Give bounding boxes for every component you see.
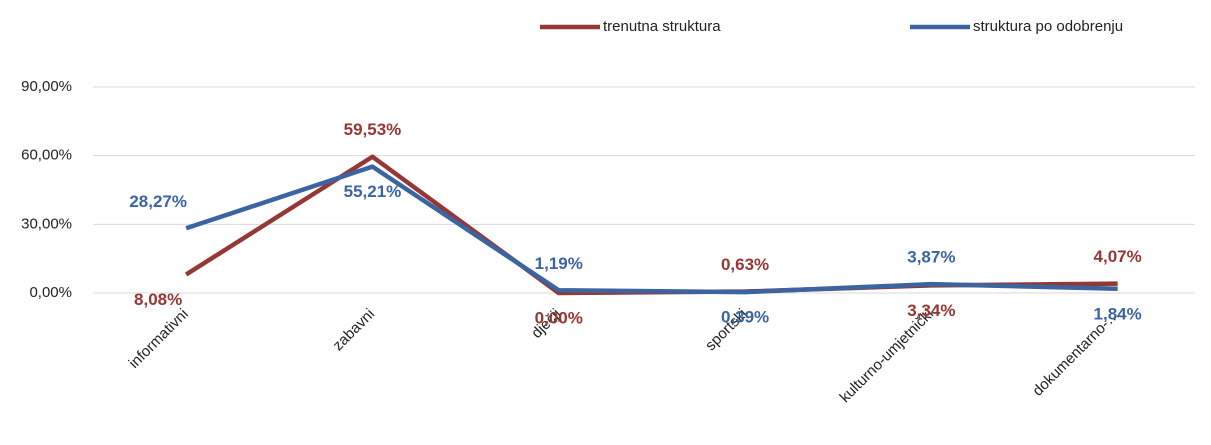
legend-label: struktura po odobrenju	[973, 18, 1123, 35]
data-label: 4,07%	[1094, 247, 1142, 266]
y-tick-label: 60,00%	[21, 147, 72, 164]
y-tick-label: 30,00%	[21, 215, 72, 232]
series-line	[184, 154, 1118, 296]
series-line	[185, 164, 1118, 295]
data-label: 3,87%	[907, 248, 955, 267]
y-tick-label: 0,00%	[29, 284, 72, 301]
data-label: 1,84%	[1094, 304, 1142, 323]
data-label: 28,27%	[129, 192, 187, 211]
data-label: 0,63%	[721, 255, 769, 274]
data-label: 0,39%	[721, 308, 769, 327]
x-tick-label: zabavni	[330, 306, 379, 355]
data-label: 55,21%	[344, 182, 402, 201]
x-tick-label: kulturno-umjetnički	[837, 306, 937, 406]
legend-label: trenutna struktura	[603, 18, 721, 35]
x-tick-label: informativni	[126, 306, 192, 372]
data-label: 3,34%	[907, 301, 955, 320]
data-label: 1,19%	[535, 254, 583, 273]
data-label: 0,00%	[535, 308, 583, 327]
data-label: 8,08%	[134, 290, 182, 309]
y-tick-label: 90,00%	[21, 78, 72, 95]
data-label: 59,53%	[344, 120, 402, 139]
